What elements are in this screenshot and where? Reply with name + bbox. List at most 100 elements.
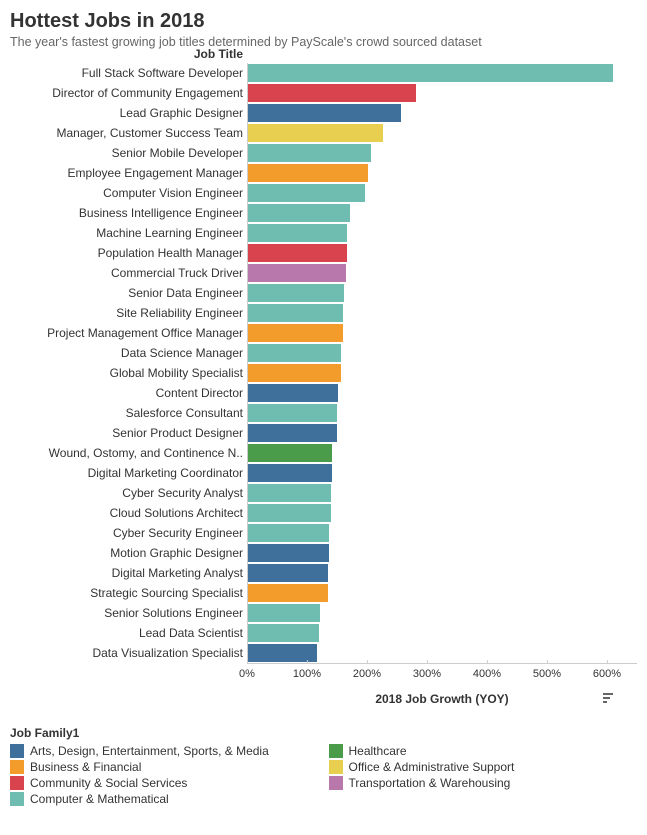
bar[interactable] bbox=[248, 144, 371, 162]
bar-cell bbox=[247, 563, 637, 583]
bar-label: Digital Marketing Analyst bbox=[10, 566, 247, 580]
legend-item[interactable]: Office & Administrative Support bbox=[329, 760, 638, 774]
bar-cell bbox=[247, 423, 637, 443]
bar[interactable] bbox=[248, 564, 328, 582]
chart-row: Digital Marketing Coordinator bbox=[10, 463, 637, 483]
bar[interactable] bbox=[248, 184, 365, 202]
chart-row: Senior Solutions Engineer bbox=[10, 603, 637, 623]
bar-cell bbox=[247, 123, 637, 143]
bar-cell bbox=[247, 303, 637, 323]
bar[interactable] bbox=[248, 224, 347, 242]
legend-item[interactable]: Computer & Mathematical bbox=[10, 792, 319, 806]
bar-label: Salesforce Consultant bbox=[10, 406, 247, 420]
chart-row: Employee Engagement Manager bbox=[10, 163, 637, 183]
sort-icon[interactable] bbox=[603, 692, 617, 707]
legend-label: Arts, Design, Entertainment, Sports, & M… bbox=[30, 744, 269, 758]
legend-label: Office & Administrative Support bbox=[349, 760, 515, 774]
bar[interactable] bbox=[248, 64, 613, 82]
legend-label: Community & Social Services bbox=[30, 776, 187, 790]
chart-row: Motion Graphic Designer bbox=[10, 543, 637, 563]
legend-item[interactable]: Community & Social Services bbox=[10, 776, 319, 790]
legend-item[interactable]: Arts, Design, Entertainment, Sports, & M… bbox=[10, 744, 319, 758]
bar[interactable] bbox=[248, 324, 343, 342]
legend-label: Business & Financial bbox=[30, 760, 141, 774]
bar-label: Commercial Truck Driver bbox=[10, 266, 247, 280]
chart-row: Wound, Ostomy, and Continence N.. bbox=[10, 443, 637, 463]
bar-label: Senior Data Engineer bbox=[10, 286, 247, 300]
bar-label: Cloud Solutions Architect bbox=[10, 506, 247, 520]
bar[interactable] bbox=[248, 264, 346, 282]
chart-row: Data Science Manager bbox=[10, 343, 637, 363]
bar[interactable] bbox=[248, 604, 320, 622]
bar[interactable] bbox=[248, 504, 331, 522]
bar-cell bbox=[247, 243, 637, 263]
bar[interactable] bbox=[248, 524, 329, 542]
bar[interactable] bbox=[248, 84, 416, 102]
legend-swatch bbox=[329, 744, 343, 758]
bar[interactable] bbox=[248, 204, 350, 222]
bar-cell bbox=[247, 643, 637, 663]
legend-swatch bbox=[10, 792, 24, 806]
bar-cell bbox=[247, 503, 637, 523]
chart-row: Senior Mobile Developer bbox=[10, 143, 637, 163]
bar[interactable] bbox=[248, 384, 338, 402]
bar[interactable] bbox=[248, 124, 383, 142]
bar-cell bbox=[247, 263, 637, 283]
chart-row: Digital Marketing Analyst bbox=[10, 563, 637, 583]
bar-label: Full Stack Software Developer bbox=[10, 66, 247, 80]
bar[interactable] bbox=[248, 304, 343, 322]
bar[interactable] bbox=[248, 444, 332, 462]
legend-item[interactable] bbox=[329, 792, 638, 806]
chart-row: Site Reliability Engineer bbox=[10, 303, 637, 323]
bar-label: Wound, Ostomy, and Continence N.. bbox=[10, 446, 247, 460]
bar[interactable] bbox=[248, 344, 341, 362]
bar[interactable] bbox=[248, 284, 344, 302]
bar-cell bbox=[247, 103, 637, 123]
bar-label: Director of Community Engagement bbox=[10, 86, 247, 100]
legend-item[interactable]: Business & Financial bbox=[10, 760, 319, 774]
chart-row: Full Stack Software Developer bbox=[10, 63, 637, 83]
bar[interactable] bbox=[248, 464, 332, 482]
bar[interactable] bbox=[248, 164, 368, 182]
bar-cell bbox=[247, 583, 637, 603]
bar-label: Motion Graphic Designer bbox=[10, 546, 247, 560]
legend-label: Healthcare bbox=[349, 744, 407, 758]
bar[interactable] bbox=[248, 244, 347, 262]
bar[interactable] bbox=[248, 484, 331, 502]
x-tick: 500% bbox=[533, 664, 561, 680]
bar-cell bbox=[247, 523, 637, 543]
bar[interactable] bbox=[248, 544, 329, 562]
bar-label: Population Health Manager bbox=[10, 246, 247, 260]
chart-row: Lead Graphic Designer bbox=[10, 103, 637, 123]
bar-label: Manager, Customer Success Team bbox=[10, 126, 247, 140]
bar-label: Cyber Security Engineer bbox=[10, 526, 247, 540]
x-tick: 100% bbox=[293, 664, 321, 680]
legend-item[interactable]: Transportation & Warehousing bbox=[329, 776, 638, 790]
bar-label: Senior Solutions Engineer bbox=[10, 606, 247, 620]
bar-cell bbox=[247, 383, 637, 403]
legend-swatch bbox=[329, 776, 343, 790]
chart-row: Cyber Security Analyst bbox=[10, 483, 637, 503]
legend-item[interactable]: Healthcare bbox=[329, 744, 638, 758]
legend-label: Transportation & Warehousing bbox=[349, 776, 511, 790]
bar-label: Strategic Sourcing Specialist bbox=[10, 586, 247, 600]
x-axis-title: 2018 Job Growth (YOY) bbox=[247, 692, 637, 706]
bar-cell bbox=[247, 623, 637, 643]
bar-cell bbox=[247, 183, 637, 203]
chart-row: Computer Vision Engineer bbox=[10, 183, 637, 203]
bar[interactable] bbox=[248, 104, 401, 122]
bar[interactable] bbox=[248, 404, 337, 422]
bar[interactable] bbox=[248, 624, 319, 642]
bar-label: Content Director bbox=[10, 386, 247, 400]
chart-row: Content Director bbox=[10, 383, 637, 403]
chart-row: Senior Product Designer bbox=[10, 423, 637, 443]
chart-row: Director of Community Engagement bbox=[10, 83, 637, 103]
bar-label: Lead Data Scientist bbox=[10, 626, 247, 640]
chart-row: Cloud Solutions Architect bbox=[10, 503, 637, 523]
bar[interactable] bbox=[248, 584, 328, 602]
bar-cell bbox=[247, 323, 637, 343]
legend-swatch bbox=[10, 744, 24, 758]
bar-cell bbox=[247, 543, 637, 563]
bar[interactable] bbox=[248, 424, 337, 442]
bar[interactable] bbox=[248, 364, 341, 382]
